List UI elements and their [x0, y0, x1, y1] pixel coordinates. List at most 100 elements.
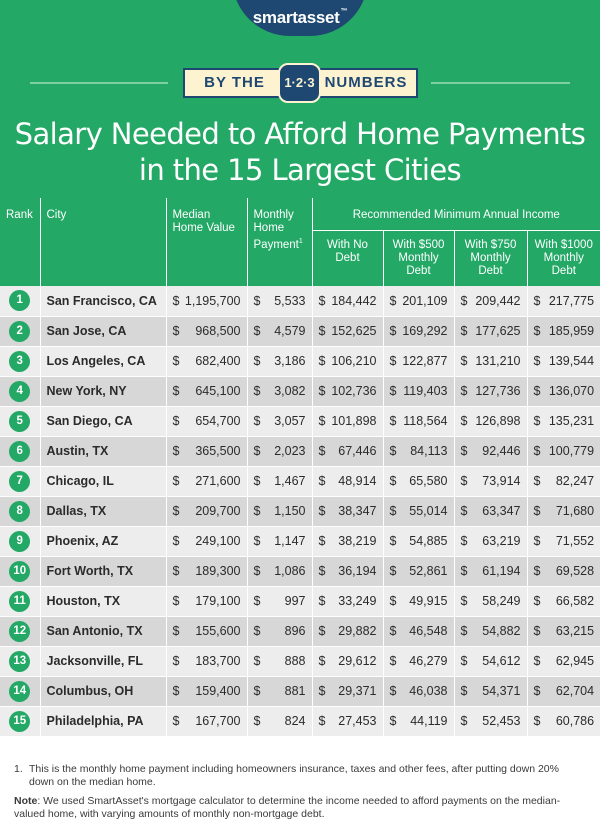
currency-symbol: $: [389, 564, 397, 578]
cell-value: 62,704: [555, 684, 595, 698]
cell-value: 55,014: [409, 504, 448, 518]
cell-income-750-debt: $92,446: [454, 436, 528, 467]
column-header-monthly-payment: Monthly Home Payment1: [247, 198, 313, 286]
cell-monthly-payment: $1,086: [247, 556, 313, 587]
currency-symbol: $: [318, 654, 326, 668]
cell-income-1000-debt: $60,786: [527, 706, 600, 737]
cell-city: Houston, TX: [40, 586, 167, 617]
currency-symbol: $: [172, 624, 180, 638]
cell-home-value: $249,100: [166, 526, 248, 557]
cell-value: 46,038: [409, 684, 448, 698]
cell-income-500-debt: $169,292: [383, 316, 455, 347]
banner-label-right: NUMBERS: [314, 68, 418, 98]
cell-value: 48,914: [338, 474, 377, 488]
cell-value: 102,736: [331, 384, 377, 398]
cell-value: 84,113: [410, 444, 448, 458]
currency-symbol: $: [253, 564, 261, 578]
currency-symbol: $: [533, 594, 541, 608]
currency-symbol: $: [389, 594, 397, 608]
cell-value: 159,400: [195, 684, 241, 698]
currency-symbol: $: [253, 384, 261, 398]
table-row: 3 Los Angeles, CA $682,400 $3,186 $106,210 $1…: [0, 346, 600, 377]
cell-city: San Francisco, CA: [40, 286, 167, 317]
currency-symbol: $: [389, 474, 397, 488]
currency-symbol: $: [533, 414, 541, 428]
currency-symbol: $: [389, 624, 397, 638]
cell-value: 122,877: [402, 354, 448, 368]
cell-home-value: $682,400: [166, 346, 248, 377]
cell-value: 52,861: [409, 564, 448, 578]
rank-badge: 3: [9, 350, 31, 372]
cell-value: 1,195,700: [184, 293, 241, 308]
cell-value: 249,100: [195, 534, 241, 548]
cell-income-1000-debt: $217,775: [527, 286, 600, 317]
smartasset-logo[interactable]: smartasset™: [232, 0, 368, 36]
currency-symbol: $: [460, 714, 468, 728]
currency-symbol: $: [172, 354, 180, 368]
currency-symbol: $: [172, 384, 180, 398]
cell-value: 201,109: [402, 293, 448, 308]
cell-value: 60,786: [555, 714, 595, 728]
currency-symbol: $: [460, 474, 468, 488]
currency-symbol: $: [172, 684, 180, 698]
currency-symbol: $: [533, 504, 541, 518]
cell-monthly-payment: $824: [247, 706, 313, 737]
currency-symbol: $: [253, 474, 261, 488]
cell-value: 136,070: [548, 384, 595, 398]
table-row: 8 Dallas, TX $209,700 $1,150 $38,347 $55,014 $…: [0, 496, 600, 527]
cell-value: 38,219: [338, 534, 377, 548]
cell-income-1000-debt: $62,945: [527, 646, 600, 677]
cell-value: 1,467: [274, 474, 306, 488]
cell-rank: 10: [0, 556, 41, 587]
cell-value: 71,552: [555, 534, 595, 548]
cell-rank: 5: [0, 406, 41, 437]
cell-value: 33,249: [338, 594, 377, 608]
currency-symbol: $: [253, 324, 261, 338]
currency-symbol: $: [253, 654, 261, 668]
cell-value: 63,347: [482, 504, 521, 518]
cell-value: 49,915: [409, 594, 448, 608]
cell-home-value: $189,300: [166, 556, 248, 587]
currency-symbol: $: [533, 444, 541, 458]
cell-value: 152,625: [331, 324, 377, 338]
currency-symbol: $: [389, 293, 397, 308]
table-row: 12 San Antonio, TX $155,600 $896 $29,882 $46,…: [0, 616, 600, 647]
currency-symbol: $: [253, 354, 261, 368]
cell-monthly-payment: $3,082: [247, 376, 313, 407]
cell-value: 131,210: [475, 354, 521, 368]
currency-symbol: $: [172, 654, 180, 668]
currency-symbol: $: [460, 564, 468, 578]
cell-monthly-payment: $2,023: [247, 436, 313, 467]
currency-symbol: $: [460, 624, 468, 638]
currency-symbol: $: [389, 504, 397, 518]
column-header-city: City: [40, 198, 167, 286]
logo-wordmark: smartasset: [252, 8, 340, 27]
cell-value: 36,194: [338, 564, 377, 578]
cell-monthly-payment: $3,186: [247, 346, 313, 377]
cell-monthly-payment: $881: [247, 676, 313, 707]
cell-home-value: $1,195,700: [166, 286, 248, 317]
currency-symbol: $: [533, 384, 541, 398]
table-row: 9 Phoenix, AZ $249,100 $1,147 $38,219 $54,885…: [0, 526, 600, 557]
column-group-recommended-income: Recommended Minimum Annual Income: [312, 198, 600, 231]
cell-income-500-debt: $118,564: [383, 406, 455, 437]
cell-value: 1,150: [274, 504, 306, 518]
cell-income-1000-debt: $135,231: [527, 406, 600, 437]
cell-value: 1,086: [274, 564, 306, 578]
rank-badge: 5: [9, 410, 31, 432]
cell-value: 29,371: [338, 684, 377, 698]
cell-value: 65,580: [409, 474, 448, 488]
cell-value: 184,442: [331, 293, 377, 308]
column-header-500-debt: With $500 Monthly Debt: [383, 230, 455, 286]
banner-label-left: BY THE: [183, 68, 286, 98]
rank-badge: 6: [9, 440, 31, 462]
footnote-1: 1. This is the monthly home payment incl…: [14, 763, 586, 789]
cell-income-1000-debt: $100,779: [527, 436, 600, 467]
cell-value: 118,564: [403, 414, 448, 428]
cell-value: 167,700: [195, 714, 241, 728]
cell-income-750-debt: $52,453: [454, 706, 528, 737]
cell-income-no-debt: $102,736: [312, 376, 384, 407]
table-row: 6 Austin, TX $365,500 $2,023 $67,446 $84,113 $…: [0, 436, 600, 467]
currency-symbol: $: [389, 444, 397, 458]
column-header-1000-debt: With $1000 Monthly Debt: [527, 230, 600, 286]
